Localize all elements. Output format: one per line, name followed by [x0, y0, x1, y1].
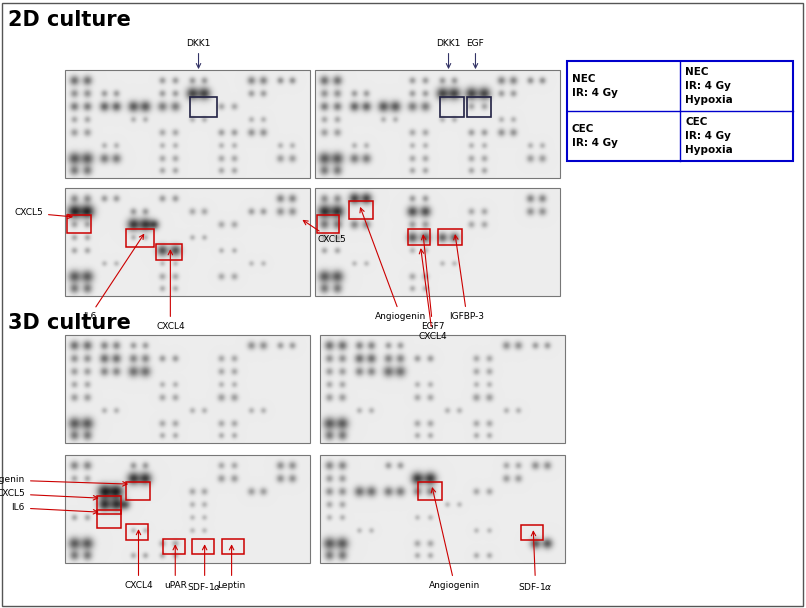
- Bar: [438, 229, 462, 245]
- Bar: [97, 510, 121, 528]
- Text: CXCL4: CXCL4: [156, 250, 185, 331]
- Bar: [418, 482, 442, 500]
- Text: uPAR: uPAR: [164, 545, 187, 590]
- Bar: [521, 525, 543, 540]
- Text: NEC
IR: 4 Gy
Hypoxia: NEC IR: 4 Gy Hypoxia: [685, 67, 733, 105]
- Bar: [318, 215, 339, 233]
- Bar: [467, 97, 491, 117]
- Bar: [315, 188, 560, 296]
- Bar: [193, 539, 214, 554]
- Bar: [156, 244, 181, 260]
- Text: IL6: IL6: [83, 235, 143, 321]
- Bar: [65, 335, 310, 443]
- Bar: [349, 201, 373, 219]
- Bar: [68, 215, 91, 233]
- Bar: [408, 229, 430, 245]
- Bar: [127, 482, 150, 500]
- Bar: [320, 335, 565, 443]
- Text: 3D culture: 3D culture: [8, 313, 131, 333]
- Text: IGFBP-3: IGFBP-3: [450, 235, 484, 321]
- Bar: [65, 70, 310, 178]
- Text: SDF-1$\alpha$: SDF-1$\alpha$: [518, 531, 553, 592]
- Bar: [127, 524, 148, 540]
- Text: CXCL5: CXCL5: [303, 221, 347, 244]
- Bar: [567, 61, 793, 161]
- Bar: [320, 455, 565, 563]
- Text: DKK1: DKK1: [186, 39, 210, 68]
- Text: EGF7: EGF7: [421, 235, 444, 331]
- Text: CXCL4: CXCL4: [418, 249, 447, 341]
- Text: DKK1: DKK1: [436, 39, 461, 68]
- Text: SDF-1$\alpha$: SDF-1$\alpha$: [187, 545, 222, 592]
- Bar: [127, 229, 154, 247]
- Bar: [190, 97, 217, 117]
- Text: CEC
IR: 4 Gy: CEC IR: 4 Gy: [572, 124, 618, 148]
- Text: CXCL5: CXCL5: [15, 209, 72, 219]
- Text: EGF: EGF: [467, 39, 484, 68]
- Bar: [315, 70, 560, 178]
- Text: Angiogenin: Angiogenin: [360, 208, 426, 321]
- Bar: [440, 97, 464, 117]
- Text: Angiogenin: Angiogenin: [0, 475, 127, 486]
- Text: 2D culture: 2D culture: [8, 10, 131, 30]
- Text: Leptin: Leptin: [218, 545, 246, 590]
- Text: IL6: IL6: [11, 503, 98, 514]
- Bar: [163, 539, 185, 554]
- Bar: [97, 496, 121, 514]
- Text: CEC
IR: 4 Gy
Hypoxia: CEC IR: 4 Gy Hypoxia: [685, 117, 733, 155]
- Text: NEC
IR: 4 Gy: NEC IR: 4 Gy: [572, 74, 618, 98]
- Bar: [65, 188, 310, 296]
- Text: CXCL5: CXCL5: [0, 489, 98, 500]
- Bar: [222, 539, 243, 554]
- Text: Angiogenin: Angiogenin: [429, 488, 480, 590]
- Bar: [65, 455, 310, 563]
- Text: CXCL4: CXCL4: [124, 530, 153, 590]
